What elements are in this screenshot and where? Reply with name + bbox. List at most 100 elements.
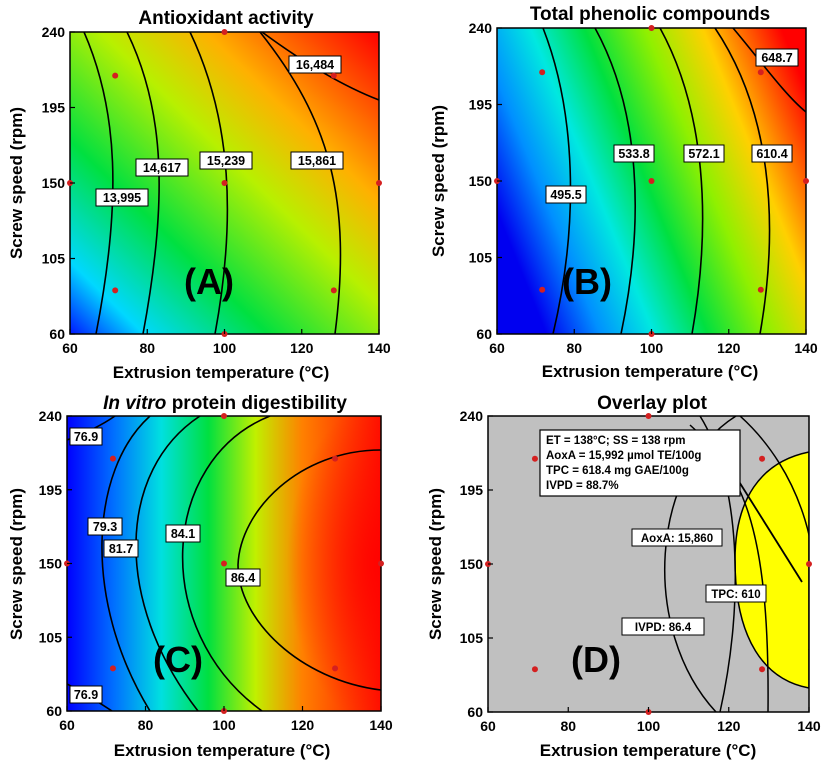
- x-tick-label: 60: [489, 340, 505, 356]
- y-tick-label: 60: [46, 703, 62, 719]
- contour-label: 76.9: [74, 430, 98, 444]
- contour-label: 495.5: [550, 188, 581, 202]
- panel-a: 13,995 14,617 15,239 15,861 16,484 (A) A…: [7, 8, 391, 382]
- y-tick-label: 240: [39, 408, 63, 424]
- design-point: [376, 180, 382, 186]
- y-axis-label: Screw speed (rpm): [7, 107, 26, 259]
- x-tick-label: 100: [213, 340, 237, 356]
- design-point: [378, 560, 384, 567]
- y-tick-label: 60: [467, 704, 483, 720]
- design-point: [330, 287, 337, 294]
- y-tick-label: 195: [469, 97, 493, 113]
- chart-title: Overlay plot: [597, 393, 707, 414]
- x-axis-label: Extrusion temperature (°C): [114, 741, 331, 760]
- y-tick-label: 105: [469, 250, 493, 266]
- x-tick-label: 120: [717, 718, 741, 734]
- contour-line: [189, 32, 229, 334]
- contour-label: 86.4: [231, 571, 255, 585]
- contour-line: [237, 449, 381, 691]
- panel-label: (B): [562, 261, 612, 302]
- x-tick-label: 80: [566, 340, 582, 356]
- design-point: [221, 29, 228, 35]
- design-point: [332, 455, 339, 462]
- optimum-line: IVPD = 88.7%: [546, 480, 619, 492]
- design-point: [757, 286, 764, 293]
- design-point: [531, 455, 538, 462]
- contour-label: 79.3: [93, 520, 117, 534]
- contour-label: 533.8: [618, 147, 649, 161]
- panel-c: 76.9 76.9 79.3 81.7 84.1 86.4 (C) In vit…: [7, 393, 393, 760]
- optimum-line: AoxA = 15,992 µmol TE/100g: [546, 450, 701, 462]
- constraint-label: AoxA: 15,860: [641, 533, 713, 545]
- contour-label: 610.4: [756, 147, 787, 161]
- contour-label: 84.1: [171, 527, 195, 541]
- x-tick-label: 120: [290, 340, 314, 356]
- design-point: [112, 287, 119, 294]
- design-point: [757, 69, 764, 76]
- contour-label: 81.7: [109, 542, 133, 556]
- contour-label: 15,239: [207, 154, 245, 168]
- contour-label: 648.7: [761, 51, 792, 65]
- chart-title: Total phenolic compounds: [530, 4, 770, 25]
- y-tick-label: 195: [39, 482, 63, 498]
- contour-label: 76.9: [74, 688, 98, 702]
- contour-line: [101, 416, 151, 711]
- contour-line: [714, 28, 771, 334]
- design-point: [531, 666, 538, 673]
- y-tick-label: 150: [460, 556, 484, 572]
- x-tick-label: 140: [369, 717, 393, 733]
- contour-line: [542, 28, 572, 334]
- x-tick-label: 80: [138, 717, 154, 733]
- x-tick-label: 60: [59, 717, 75, 733]
- constraint-label: TPC: 610: [711, 589, 760, 601]
- y-tick-label: 240: [460, 408, 484, 424]
- design-point: [109, 665, 116, 672]
- y-axis-label: Screw speed (rpm): [7, 488, 26, 640]
- design-point: [645, 413, 652, 419]
- x-tick-label: 60: [480, 718, 496, 734]
- x-tick-label: 80: [560, 718, 576, 734]
- design-point: [221, 180, 228, 186]
- design-point: [112, 72, 119, 79]
- y-tick-label: 60: [476, 326, 492, 342]
- y-axis-label: Screw speed (rpm): [429, 105, 448, 257]
- design-point: [648, 178, 655, 184]
- optimum-line: ET = 138°C; SS = 138 rpm: [546, 435, 685, 447]
- y-axis-label: Screw speed (rpm): [426, 488, 445, 640]
- contour-label: 13,995: [103, 191, 141, 205]
- y-tick-label: 195: [42, 100, 66, 116]
- x-tick-label: 120: [291, 717, 315, 733]
- optimum-box: [539, 429, 741, 497]
- x-tick-label: 140: [367, 340, 391, 356]
- x-tick-label: 60: [62, 340, 78, 356]
- design-point: [759, 455, 766, 462]
- y-tick-label: 60: [49, 326, 65, 342]
- design-point: [330, 72, 337, 79]
- contour-line: [594, 28, 636, 334]
- panel-label: (C): [153, 639, 203, 680]
- panel-d: ET = 138°C; SS = 138 rpm AoxA = 15,992 µ…: [426, 393, 821, 760]
- x-tick-label: 100: [212, 717, 236, 733]
- contour-line: [83, 32, 114, 334]
- contour-label: 16,484: [296, 58, 334, 72]
- y-tick-label: 150: [469, 173, 493, 189]
- design-point: [109, 455, 116, 462]
- x-tick-label: 100: [637, 718, 661, 734]
- y-tick-label: 240: [42, 24, 66, 40]
- design-point: [648, 25, 655, 31]
- constraint-line-tpc: [739, 416, 809, 650]
- design-point: [539, 286, 546, 293]
- optimum-line: TPC = 618.4 mg GAE/100g: [546, 465, 689, 477]
- panel-b: 495.5 533.8 572.1 610.4 648.7 (B) Total …: [429, 4, 818, 381]
- contour-label: 572.1: [688, 147, 719, 161]
- x-axis-label: Extrusion temperature (°C): [542, 362, 759, 381]
- design-point: [806, 561, 812, 567]
- y-tick-label: 105: [39, 629, 63, 645]
- chart-title: Antioxidant activity: [138, 8, 314, 29]
- design-point: [332, 665, 339, 672]
- y-tick-label: 105: [460, 630, 484, 646]
- x-tick-label: 120: [717, 340, 741, 356]
- chart-title: In vitro protein digestibility: [103, 393, 347, 414]
- panel-label: (D): [571, 639, 621, 680]
